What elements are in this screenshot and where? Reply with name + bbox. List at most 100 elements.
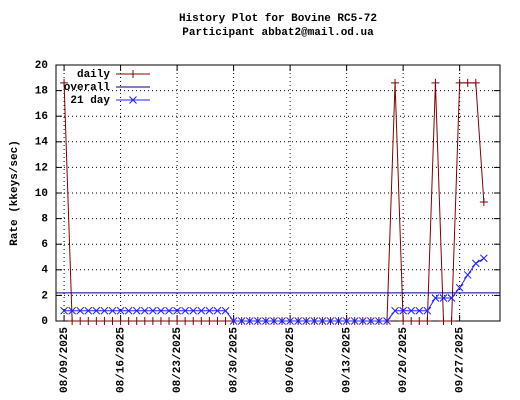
point-marker: [189, 317, 198, 325]
point-marker: [140, 306, 149, 315]
point-marker: [165, 306, 173, 315]
point-marker: [92, 306, 101, 315]
point-marker: [334, 317, 343, 325]
y-tick-label: 16: [35, 111, 48, 123]
point-marker: [342, 317, 351, 325]
point-marker: [221, 317, 230, 325]
point-marker: [262, 317, 270, 325]
point-marker: [68, 317, 77, 325]
point-marker: [148, 317, 157, 325]
point-marker: [229, 317, 238, 325]
point-marker: [237, 317, 246, 325]
legend-label: overall: [64, 82, 111, 94]
point-marker: [205, 306, 214, 315]
point-marker: [197, 306, 206, 315]
point-marker: [124, 306, 133, 315]
point-marker: [423, 306, 432, 315]
point-marker: [439, 317, 448, 325]
point-marker: [286, 317, 294, 325]
point-marker: [366, 317, 375, 325]
point-marker: [415, 306, 424, 315]
point-marker: [197, 317, 206, 325]
point-marker: [129, 96, 137, 104]
point-marker: [480, 254, 488, 263]
point-marker: [173, 317, 182, 325]
point-marker: [350, 317, 359, 325]
point-marker: [399, 306, 407, 315]
point-marker: [116, 317, 125, 325]
point-marker: [407, 317, 416, 325]
point-marker: [391, 78, 400, 87]
x-tick-label: 08/16/2025: [115, 327, 127, 393]
point-marker: [471, 78, 480, 87]
y-tick-label: 10: [35, 188, 48, 200]
y-tick-label: 4: [41, 265, 48, 277]
point-marker: [84, 317, 93, 325]
point-marker: [439, 294, 448, 302]
chart-subtitle: Participant abbat2@mail.od.ua: [182, 27, 374, 39]
point-marker: [358, 317, 367, 325]
point-marker: [213, 317, 222, 325]
point-marker: [431, 78, 440, 87]
point-marker: [455, 78, 464, 87]
point-marker: [76, 317, 85, 325]
point-marker: [140, 317, 149, 325]
point-marker: [447, 317, 456, 325]
x-tick-label: 09/06/2025: [285, 327, 297, 393]
point-marker: [415, 317, 424, 325]
point-marker: [100, 306, 109, 315]
point-marker: [253, 317, 262, 325]
point-marker: [132, 306, 141, 315]
y-tick-label: 0: [41, 316, 48, 328]
y-tick-label: 2: [41, 290, 48, 302]
y-tick-label: 8: [41, 214, 48, 226]
y-tick-label: 18: [35, 86, 49, 98]
point-marker: [124, 317, 133, 325]
point-marker: [68, 306, 76, 315]
x-tick-label: 08/23/2025: [172, 327, 184, 393]
point-marker: [165, 317, 174, 325]
point-marker: [108, 317, 117, 325]
point-marker: [132, 317, 141, 325]
point-marker: [181, 306, 190, 315]
x-tick-label: 08/30/2025: [229, 327, 241, 393]
point-marker: [318, 317, 327, 325]
point-marker: [463, 78, 472, 87]
legend-label: 21 day: [70, 95, 110, 107]
point-marker: [302, 317, 311, 325]
legend-label: daily: [77, 69, 110, 81]
y-axis-label: Rate (kkeys/sec): [9, 140, 21, 246]
point-marker: [294, 317, 303, 325]
point-marker: [149, 306, 157, 315]
point-marker: [270, 317, 278, 325]
point-marker: [221, 306, 230, 315]
point-marker: [116, 306, 125, 315]
chart-title: History Plot for Bovine RC5-72: [179, 13, 377, 25]
point-marker: [447, 294, 456, 302]
point-marker: [455, 283, 464, 292]
point-marker: [310, 317, 319, 325]
point-marker: [76, 306, 85, 315]
point-marker: [245, 317, 254, 325]
point-marker: [407, 306, 416, 315]
point-marker: [423, 317, 432, 325]
point-marker: [173, 306, 181, 315]
point-marker: [60, 78, 69, 87]
point-marker: [213, 306, 222, 315]
point-marker: [391, 306, 399, 315]
point-marker: [157, 306, 165, 315]
point-marker: [278, 317, 286, 325]
y-tick-label: 6: [41, 239, 48, 251]
x-tick-label: 09/13/2025: [342, 327, 354, 393]
point-marker: [108, 306, 117, 315]
point-marker: [326, 317, 335, 325]
x-tick-label: 08/09/2025: [59, 327, 71, 393]
y-tick-label: 20: [35, 60, 48, 72]
point-marker: [205, 317, 214, 325]
point-marker: [60, 306, 68, 315]
y-tick-label: 14: [35, 137, 49, 149]
point-marker: [431, 294, 440, 302]
x-tick-label: 09/20/2025: [398, 327, 410, 393]
point-marker: [100, 317, 109, 325]
